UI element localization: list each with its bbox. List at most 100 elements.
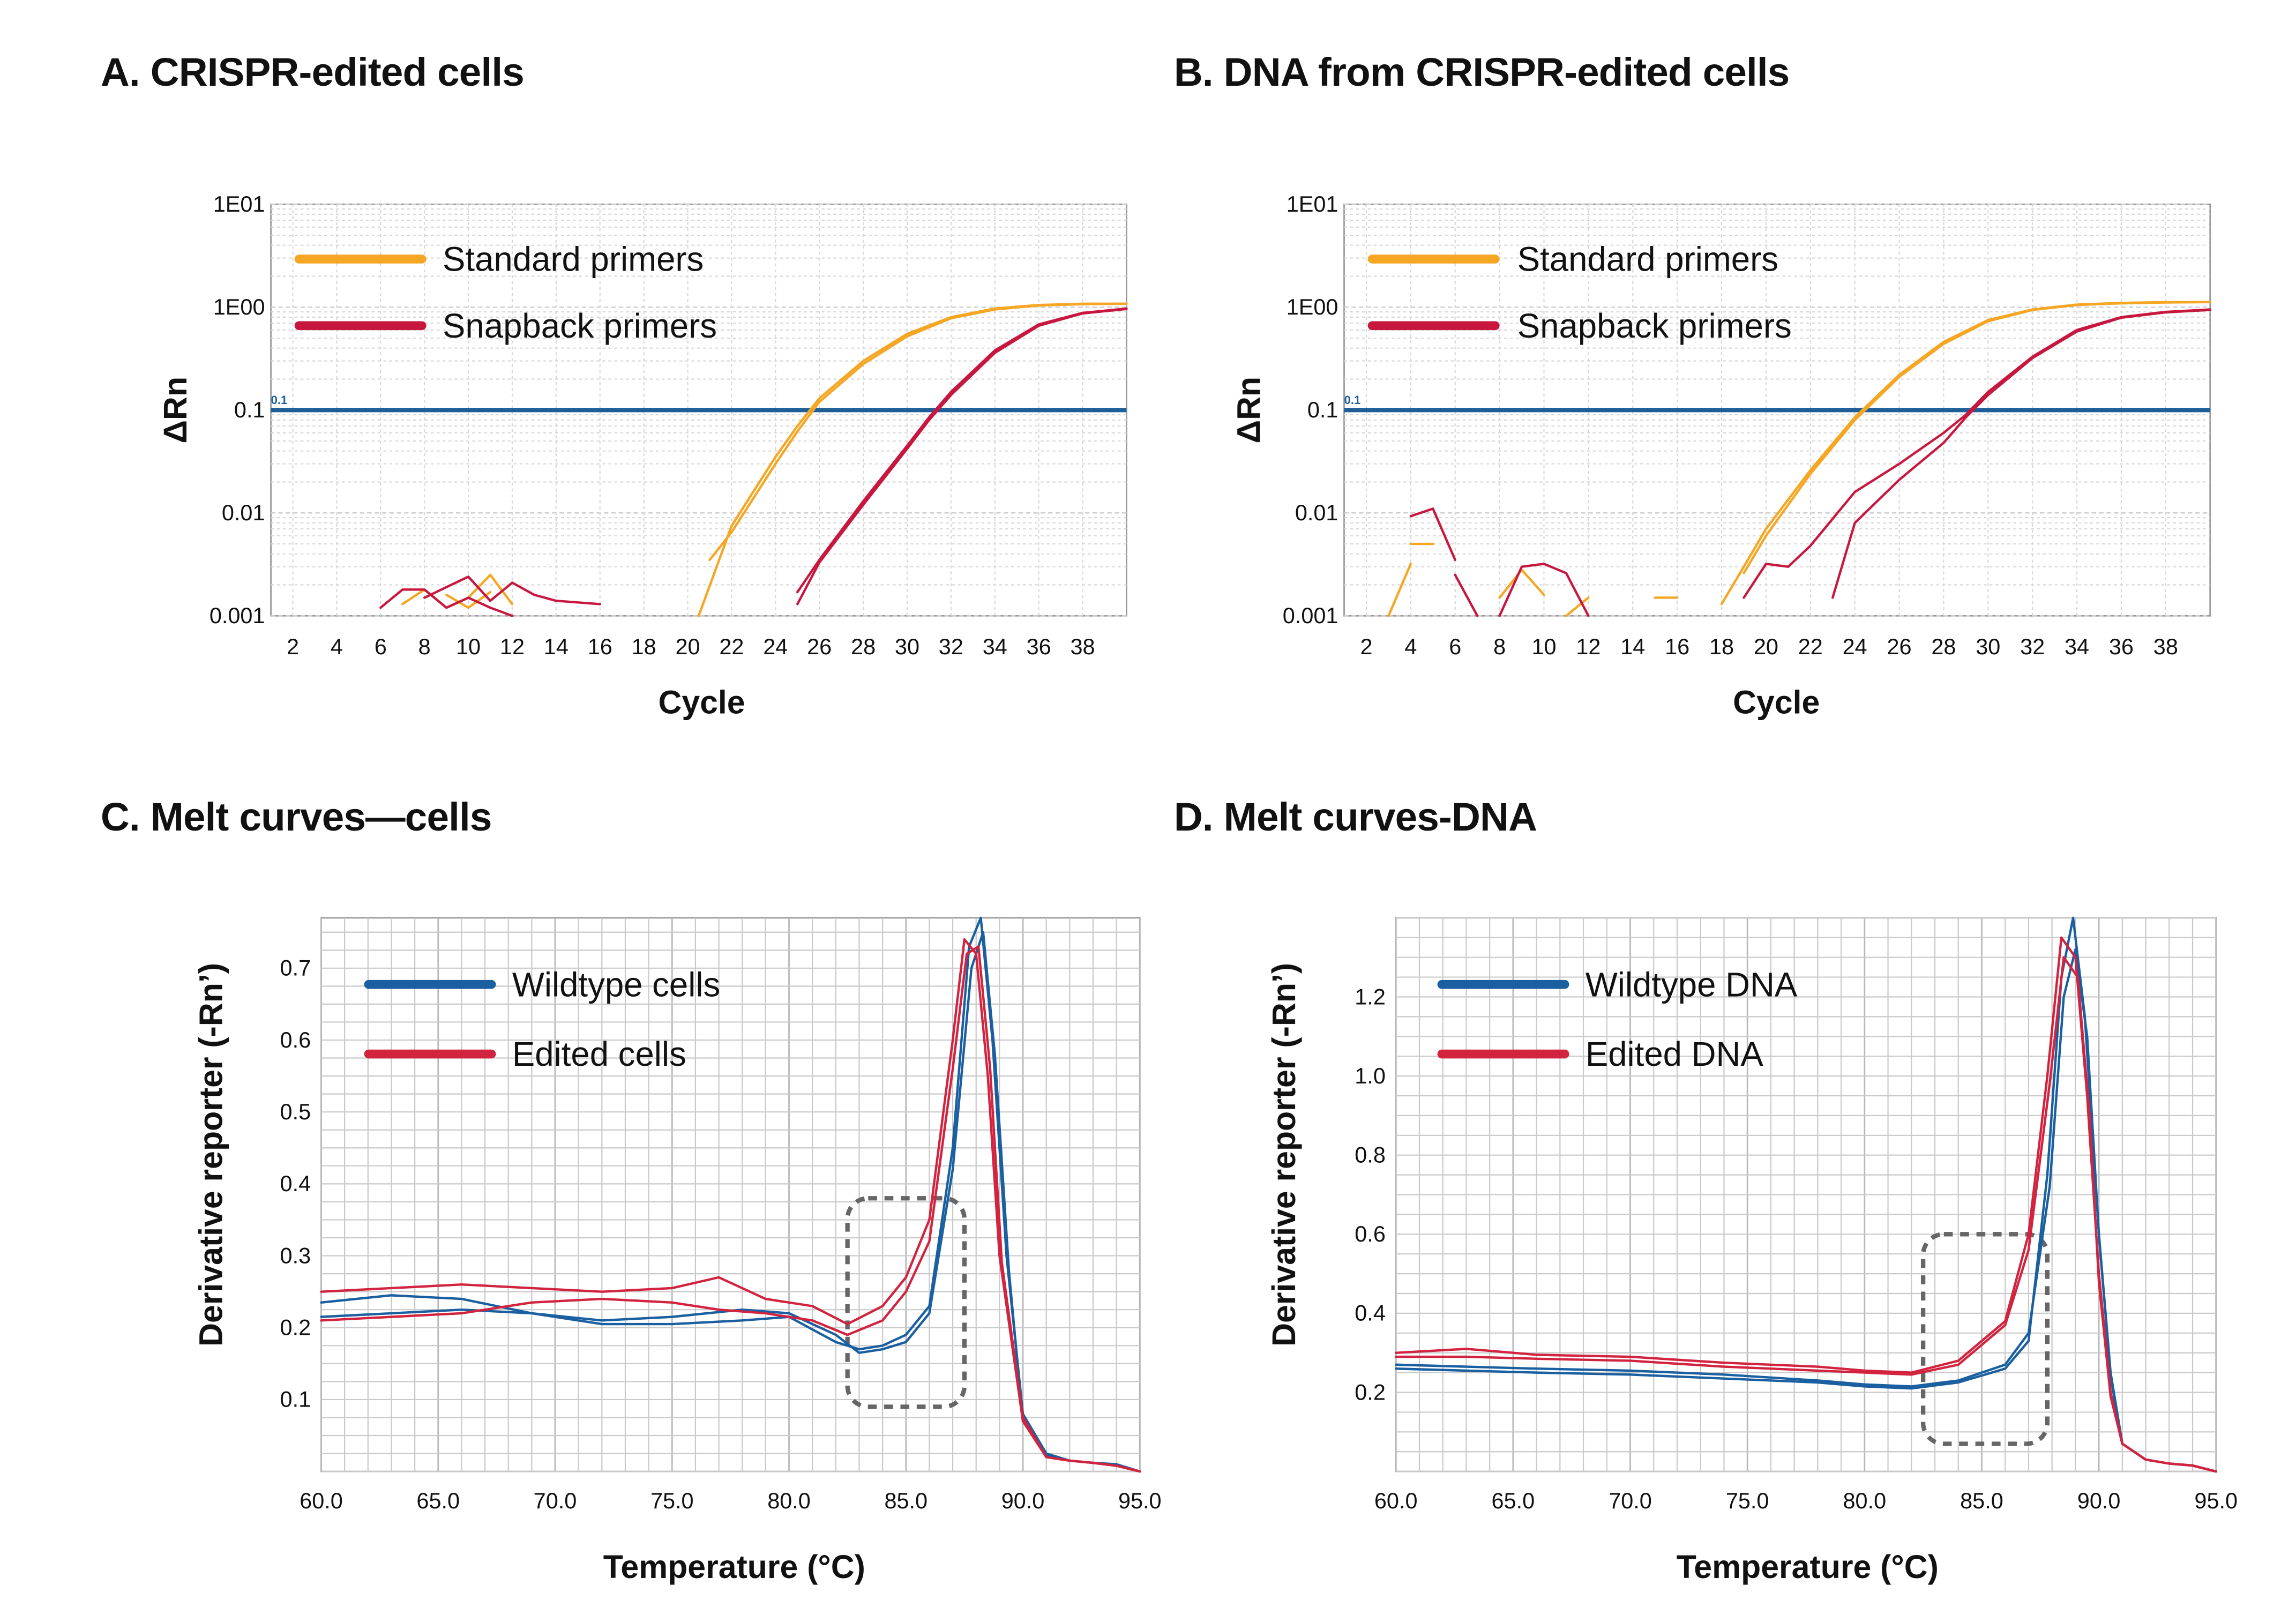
grid-b [1344, 204, 2210, 617]
series-line-11 [1498, 563, 1590, 617]
x-tick-label: 32 [2020, 634, 2045, 659]
x-tick-label: 10 [1531, 634, 1556, 659]
y-tick-label: 1E01 [1287, 191, 1338, 216]
legend-label: Snapback primers [1517, 307, 1792, 345]
x-tick-label: 70.0 [534, 1488, 577, 1513]
y-tick-label: 0.01 [222, 500, 265, 525]
x-tick-label: 30 [895, 634, 919, 659]
legend-label: Edited DNA [1585, 1035, 1764, 1073]
y-tick-label: 0.1 [234, 397, 265, 422]
x-tick-label: 20 [1754, 634, 1778, 659]
series-group-b [1387, 301, 2211, 617]
panel-a-title: A. CRISPR-edited cells [100, 50, 525, 95]
x-tick-label: 90.0 [1001, 1488, 1045, 1513]
y-axis-title: Derivative reporter (-Rn’) [192, 963, 229, 1347]
series-line-9 [1409, 507, 1456, 562]
legend-d: Wildtype DNA Edited DNA [1437, 966, 1798, 1073]
threshold-label: 0.1 [1344, 393, 1361, 407]
x-tick-label: 65.0 [1492, 1488, 1535, 1513]
x-tick-label: 80.0 [1843, 1488, 1886, 1513]
x-tick-label: 38 [1070, 634, 1095, 659]
series-line-1 [708, 302, 1128, 562]
x-tick-label: 36 [2109, 634, 2134, 659]
legend-label: Standard primers [1517, 241, 1778, 279]
y-tick-label: 1.0 [1355, 1063, 1386, 1088]
highlight-box [1920, 1232, 2050, 1446]
x-tick-label: 8 [1493, 634, 1506, 659]
series-line-10 [1454, 573, 1479, 617]
y-tick-label: 0.1 [280, 1387, 311, 1412]
y-tick-label: 0.6 [280, 1027, 311, 1052]
x-tick-label: 24 [1843, 634, 1867, 659]
y-tick-label: 1E00 [1287, 294, 1338, 319]
x-tick-label: 2 [1360, 634, 1372, 659]
y-tick-label: 0.2 [280, 1315, 311, 1340]
series-line-1 [320, 931, 1141, 1473]
x-tick-label: 18 [632, 634, 656, 659]
x-tick-label: 75.0 [650, 1488, 694, 1513]
series-group-a [379, 302, 1128, 617]
y-tick-label: 0.7 [280, 955, 311, 981]
legend-label: Standard primers [443, 241, 704, 279]
panel-d-title: D. Melt curves-DNA [1173, 795, 1537, 840]
x-axis-title: Cycle [1733, 684, 1820, 721]
x-tick-label: 14 [544, 634, 569, 659]
x-axis-title: Cycle [658, 684, 745, 721]
y-tick-label: 0.6 [1355, 1221, 1386, 1246]
x-tick-label: 60.0 [300, 1488, 343, 1513]
grid-c [320, 917, 1141, 1472]
legend-label: Edited cells [512, 1035, 686, 1073]
series-line-0 [320, 916, 1141, 1473]
x-tick-label: 12 [500, 634, 525, 659]
legend-label: Wildtype cells [512, 966, 720, 1004]
x-tick-label: 12 [1576, 634, 1601, 659]
x-tick-label: 80.0 [767, 1488, 811, 1513]
series-line-6 [379, 588, 514, 617]
series-line-8 [1831, 309, 2211, 599]
x-tick-label: 10 [456, 634, 481, 659]
x-tick-label: 70.0 [1609, 1488, 1652, 1513]
x-tick-label: 16 [588, 634, 612, 659]
y-tick-label: 0.4 [1355, 1300, 1386, 1326]
x-tick-label: 32 [939, 634, 963, 659]
x-tick-label: 85.0 [1960, 1488, 2003, 1513]
series-line-3 [320, 945, 1141, 1473]
x-tick-label: 65.0 [416, 1488, 460, 1513]
y-tick-label: 1E00 [213, 294, 265, 319]
y-axis-title: ΔRn [157, 377, 193, 444]
x-axis-title: Temperature (°C) [1677, 1549, 1939, 1585]
x-axis-title: Temperature (°C) [603, 1549, 865, 1585]
x-tick-label: 34 [983, 634, 1007, 659]
x-tick-label: 85.0 [884, 1488, 928, 1513]
y-axis-title: Derivative reporter (-Rn’) [1266, 963, 1302, 1347]
x-tick-label: 26 [807, 634, 832, 659]
x-tick-label: 6 [1449, 634, 1461, 659]
y-tick-label: 0.1 [1307, 397, 1338, 422]
series-line-5 [796, 308, 1128, 605]
x-tick-label: 95.0 [1118, 1488, 1162, 1513]
y-tick-label: 0.3 [280, 1243, 311, 1268]
legend-label: Snapback primers [443, 307, 717, 345]
x-tick-label: 24 [763, 634, 788, 659]
x-tick-label: 18 [1709, 634, 1734, 659]
y-tick-label: 0.4 [280, 1171, 311, 1196]
x-tick-label: 22 [1798, 634, 1823, 659]
x-tick-label: 26 [1887, 634, 1911, 659]
y-tick-label: 0.2 [1355, 1379, 1386, 1404]
legend-a: Standard primers Snapback primers [294, 241, 717, 345]
grid-d [1395, 917, 2217, 1472]
x-tick-label: 2 [287, 634, 299, 659]
series-group-c [320, 916, 1141, 1473]
legend-label: Wildtype DNA [1585, 966, 1798, 1004]
legend-b: Standard primers Snapback primers [1367, 241, 1792, 345]
y-tick-label: 0.001 [210, 603, 265, 628]
y-tick-label: 1.2 [1355, 984, 1386, 1009]
y-tick-label: 1E01 [213, 191, 265, 216]
x-tick-label: 20 [675, 634, 700, 659]
x-tick-label: 36 [1027, 634, 1051, 659]
